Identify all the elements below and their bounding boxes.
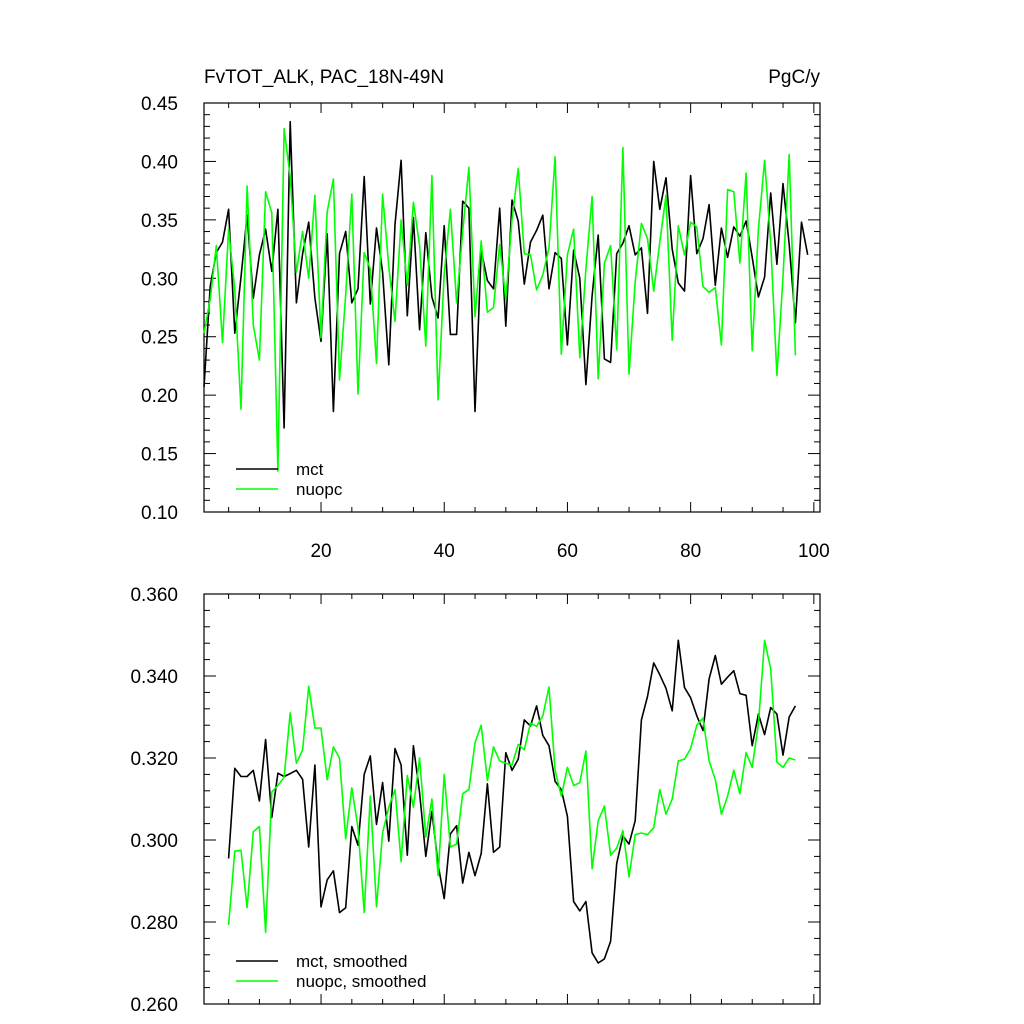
y-tick-label: 0.320 xyxy=(130,749,178,770)
series-line-mct xyxy=(227,639,797,964)
bottom-panel: 0.260 0.280 0.300 0.320 0.340 0.360 mct, smoot… xyxy=(130,585,821,1016)
y-tick-label: 0.30 xyxy=(141,269,178,290)
x-tick-label: 60 xyxy=(557,541,578,562)
series-line-nuopc xyxy=(227,639,796,934)
units-label: PgC/y xyxy=(768,67,820,88)
y-tick-label: 0.15 xyxy=(141,445,178,466)
x-tick-label: 100 xyxy=(798,541,830,562)
y-tick-label: 0.20 xyxy=(141,386,178,407)
y-tick-label: 0.25 xyxy=(141,328,178,349)
y-tick-label: 0.360 xyxy=(130,585,178,606)
y-tick-label: 0.35 xyxy=(141,211,178,232)
series-line-nuopc xyxy=(203,127,797,472)
x-tick-label: 80 xyxy=(680,541,701,562)
top-panel: 20 40 60 80 100 0.10 0.15 0.20 0.25 0.30 0.35 0.40 0… xyxy=(141,94,830,562)
legend-label: nuopc, smoothed xyxy=(296,972,426,991)
legend-label: nuopc xyxy=(296,480,343,499)
legend-label: mct, smoothed xyxy=(296,952,408,971)
y-tick-label: 0.300 xyxy=(130,831,178,852)
legend-label: mct xyxy=(296,460,324,479)
plot-frame xyxy=(203,102,821,513)
y-tick-label: 0.340 xyxy=(130,667,178,688)
y-tick-label: 0.10 xyxy=(141,503,178,524)
y-tick-label: 0.280 xyxy=(130,913,178,934)
y-tick-label: 0.260 xyxy=(130,995,178,1016)
x-tick-label: 20 xyxy=(310,541,331,562)
plot-frame xyxy=(203,593,821,1005)
chart-title: FvTOT_ALK, PAC_18N-49N xyxy=(204,67,444,88)
x-tick-label: 40 xyxy=(434,541,455,562)
y-tick-label: 0.45 xyxy=(141,94,178,115)
y-tick-label: 0.40 xyxy=(141,152,178,173)
